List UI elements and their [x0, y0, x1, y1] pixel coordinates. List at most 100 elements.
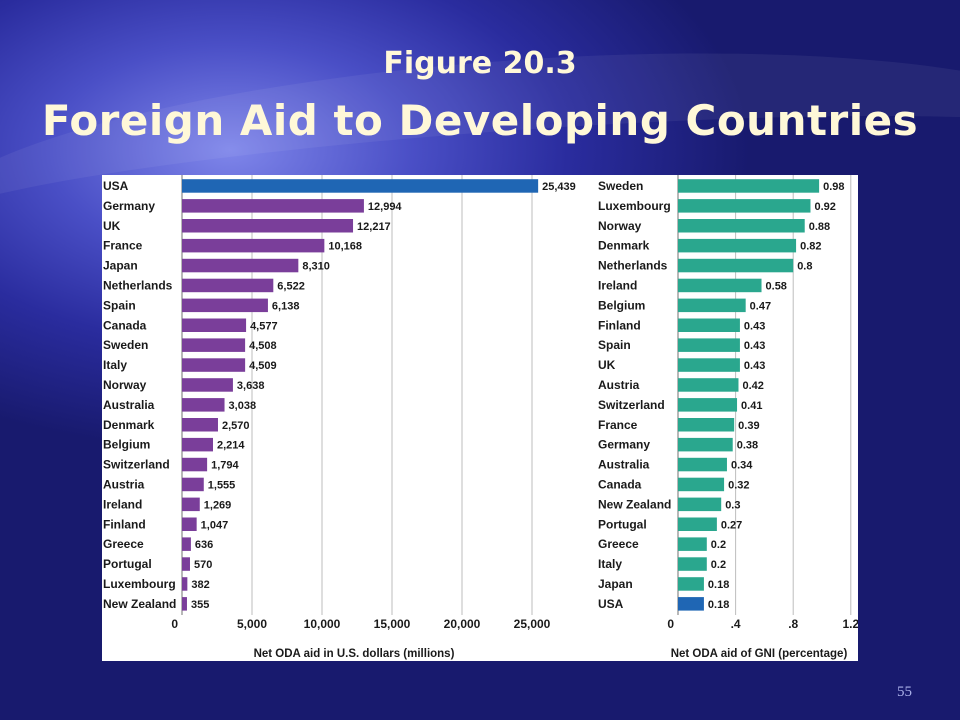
left-value-label: 1,794 — [211, 460, 239, 472]
left-bar — [182, 557, 190, 571]
right-bar — [678, 298, 746, 313]
left-value-label: 6,138 — [272, 300, 300, 312]
left-value-label: 1,555 — [208, 479, 236, 491]
left-value-label: 636 — [195, 539, 213, 551]
left-bar — [182, 497, 200, 512]
right-bar — [678, 517, 717, 531]
left-category-label: Ireland — [103, 497, 142, 511]
right-category-label: USA — [598, 597, 624, 611]
left-bar — [182, 437, 213, 452]
right-value-label: 0.47 — [750, 300, 771, 312]
right-category-label: UK — [598, 358, 616, 372]
left-bar — [182, 278, 274, 293]
left-tick-label: 20,000 — [444, 617, 481, 631]
right-tick-label: 1.2 — [842, 617, 858, 631]
left-category-label: Finland — [103, 517, 146, 531]
right-bar — [678, 457, 727, 472]
right-category-label: Canada — [598, 477, 642, 491]
right-bar — [678, 418, 735, 432]
left-bar — [182, 358, 246, 372]
left-value-label: 12,217 — [357, 221, 391, 233]
left-category-label: Belgium — [103, 438, 150, 452]
right-bar — [678, 477, 725, 492]
left-value-label: 382 — [191, 579, 209, 591]
left-value-label: 3,638 — [237, 380, 265, 392]
right-value-label: 0.2 — [711, 559, 726, 571]
right-bar — [678, 378, 739, 392]
left-category-label: Luxembourg — [103, 577, 176, 591]
left-value-label: 3,038 — [229, 400, 257, 412]
right-category-label: Australia — [598, 458, 650, 472]
right-category-label: Austria — [598, 378, 640, 392]
left-category-label: New Zealand — [103, 597, 176, 611]
left-category-label: USA — [103, 179, 129, 193]
right-category-label: Greece — [598, 537, 639, 551]
left-value-label: 12,994 — [368, 201, 403, 213]
right-category-label: New Zealand — [598, 497, 671, 511]
left-bar — [182, 338, 246, 352]
right-tick-label: 0 — [667, 617, 674, 631]
chart-panel: USA 25,439 Germany 12,994 UK 12,217 France 10,1… — [102, 175, 858, 661]
right-category-label: France — [598, 418, 638, 432]
left-category-label: Greece — [103, 537, 144, 551]
left-bar — [182, 577, 188, 591]
right-bar — [678, 179, 820, 193]
right-bar — [678, 497, 722, 512]
left-bar — [182, 457, 208, 472]
left-bar — [182, 219, 354, 233]
right-category-label: Finland — [598, 318, 641, 332]
right-bar — [678, 557, 707, 571]
right-value-label: 0.43 — [744, 360, 765, 372]
right-value-label: 0.3 — [725, 499, 740, 511]
right-value-label: 0.27 — [721, 519, 742, 531]
right-value-label: 0.2 — [711, 539, 726, 551]
left-category-label: Japan — [103, 259, 138, 273]
left-category-label: Netherlands — [103, 278, 173, 292]
left-tick-label: 5,000 — [237, 617, 267, 631]
right-value-label: 0.42 — [742, 380, 763, 392]
left-category-label: Portugal — [103, 557, 152, 571]
right-bar — [678, 258, 794, 273]
left-bar — [182, 318, 247, 332]
left-bar — [182, 238, 325, 253]
right-value-label: 0.18 — [708, 599, 729, 611]
left-tick-label: 25,000 — [514, 617, 551, 631]
left-bar — [182, 517, 197, 531]
left-category-label: Germany — [103, 199, 155, 213]
right-value-label: 0.98 — [823, 181, 844, 193]
right-category-label: Denmark — [598, 239, 650, 253]
right-bar — [678, 577, 704, 591]
right-bar — [678, 199, 811, 213]
right-category-label: Netherlands — [598, 259, 668, 273]
left-category-label: Sweden — [103, 338, 148, 352]
right-value-label: 0.43 — [744, 320, 765, 332]
left-bar — [182, 537, 191, 551]
page-number: 55 — [897, 684, 912, 700]
left-bar — [182, 398, 225, 412]
right-value-label: 0.88 — [809, 221, 830, 233]
left-bar — [182, 298, 268, 313]
left-value-label: 1,269 — [204, 499, 232, 511]
right-value-label: 0.38 — [737, 440, 758, 452]
right-bar — [678, 537, 707, 551]
right-bar — [678, 318, 740, 332]
left-value-label: 4,577 — [250, 320, 278, 332]
right-value-label: 0.34 — [731, 460, 753, 472]
left-category-label: Austria — [103, 477, 145, 491]
right-chart-oda-gni: Sweden 0.98 Luxembourg 0.92 Norway 0.88 Denmar… — [598, 175, 858, 660]
right-value-label: 0.58 — [766, 280, 787, 292]
right-tick-label: .8 — [788, 617, 798, 631]
left-tick-label: 15,000 — [374, 617, 411, 631]
left-value-label: 2,214 — [217, 440, 245, 452]
figure-label: Figure 20.3 — [383, 46, 577, 81]
right-bar — [678, 278, 762, 293]
left-value-label: 2,570 — [222, 420, 250, 432]
left-value-label: 570 — [194, 559, 212, 571]
right-category-label: Portugal — [598, 517, 647, 531]
left-value-label: 10,168 — [328, 241, 362, 253]
right-bar — [678, 437, 733, 452]
left-bar — [182, 477, 204, 492]
right-category-label: Sweden — [598, 179, 643, 193]
left-bar — [182, 597, 187, 611]
right-value-label: 0.92 — [814, 201, 835, 213]
